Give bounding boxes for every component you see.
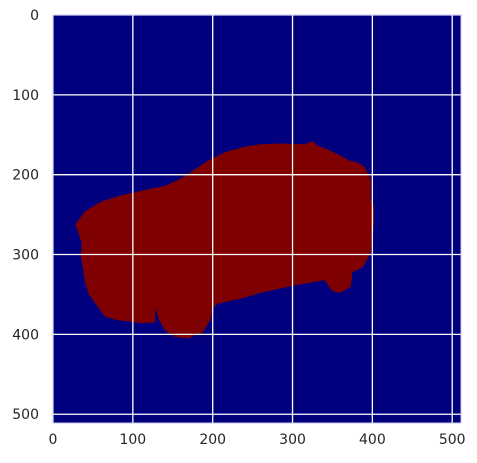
- y-tick-label: 100: [12, 88, 39, 104]
- x-tick-label: 300: [279, 432, 306, 448]
- y-tick-label: 200: [12, 168, 39, 184]
- object-class-region: [75, 141, 375, 339]
- x-tick-label: 200: [199, 432, 226, 448]
- x-tick-label: 0: [49, 432, 58, 448]
- x-tick-label: 400: [359, 432, 386, 448]
- x-axis: 0 100 200 300 400 500: [49, 432, 466, 448]
- x-tick-label: 100: [119, 432, 146, 448]
- y-tick-label: 0: [30, 8, 39, 24]
- y-axis: 0 100 200 300 400 500: [12, 8, 39, 423]
- y-tick-label: 500: [12, 407, 39, 423]
- y-tick-label: 400: [12, 327, 39, 343]
- axes-frame: [52, 14, 462, 424]
- plot-area: [52, 14, 462, 424]
- x-tick-label: 500: [439, 432, 466, 448]
- y-tick-label: 300: [12, 248, 39, 264]
